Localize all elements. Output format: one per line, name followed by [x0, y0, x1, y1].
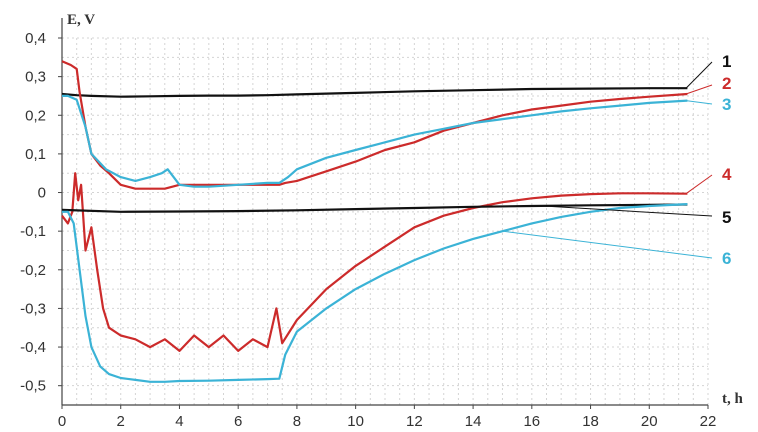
x-tick-label: 18 [582, 413, 599, 430]
y-tick-label: 0,3 [25, 69, 46, 86]
x-tick-label: 0 [58, 413, 66, 430]
x-tick-label: 10 [347, 413, 364, 430]
y-axis-label: E, V [67, 12, 95, 28]
series-line-1 [61, 87, 688, 98]
y-tick-label: -0,5 [20, 378, 46, 395]
series-label-4: 4 [722, 165, 732, 184]
label-leader-6 [502, 230, 713, 259]
x-tick-label: 4 [175, 413, 183, 430]
label-leader-5 [543, 205, 713, 217]
x-tick-label: 6 [234, 413, 242, 430]
label-leader-2 [685, 84, 713, 95]
series-label-2: 2 [722, 74, 731, 93]
x-tick-label: 2 [117, 413, 125, 430]
x-tick-label: 14 [465, 413, 482, 430]
series-label-1: 1 [722, 52, 731, 71]
x-tick-label: 22 [700, 413, 717, 430]
x-tick-label: 12 [406, 413, 423, 430]
y-tick-label: -0,3 [20, 300, 46, 317]
series-line-5 [61, 203, 688, 213]
x-tick-labels: 0 2 4 6 8 10 12 14 16 18 20 22 [58, 405, 717, 430]
x-tick-label: 20 [641, 413, 658, 430]
label-leader-4 [685, 174, 713, 195]
series-label-leaders [502, 61, 713, 259]
series-label-3: 3 [722, 95, 731, 114]
series-line-6 [62, 203, 688, 383]
series-line-4 [61, 172, 688, 352]
y-tick-label: 0,2 [25, 107, 46, 124]
series-label-6: 6 [722, 249, 731, 268]
y-tick-label: -0,2 [20, 262, 46, 279]
x-axis-label: t, h [722, 391, 743, 407]
series-lines [61, 60, 688, 383]
label-leader-1 [685, 61, 713, 89]
x-tick-label: 16 [523, 413, 540, 430]
y-tick-label: -0,1 [20, 223, 46, 240]
y-tick-labels: 0,4 0,3 0,2 0,1 0 -0,1 -0,2 -0,3 -0,4 -0,5 [20, 30, 62, 395]
y-tick-label: -0,4 [20, 339, 46, 356]
series-label-5: 5 [722, 208, 731, 227]
y-tick-label: 0,1 [25, 146, 46, 163]
y-tick-label: 0,4 [25, 30, 46, 47]
label-leader-3 [685, 100, 713, 105]
grid [61, 37, 709, 406]
y-tick-label: 0 [38, 185, 46, 202]
series-line-3 [62, 94, 688, 188]
x-tick-label: 8 [293, 413, 301, 430]
series-labels: 1 2 3 4 5 6 [722, 52, 732, 268]
